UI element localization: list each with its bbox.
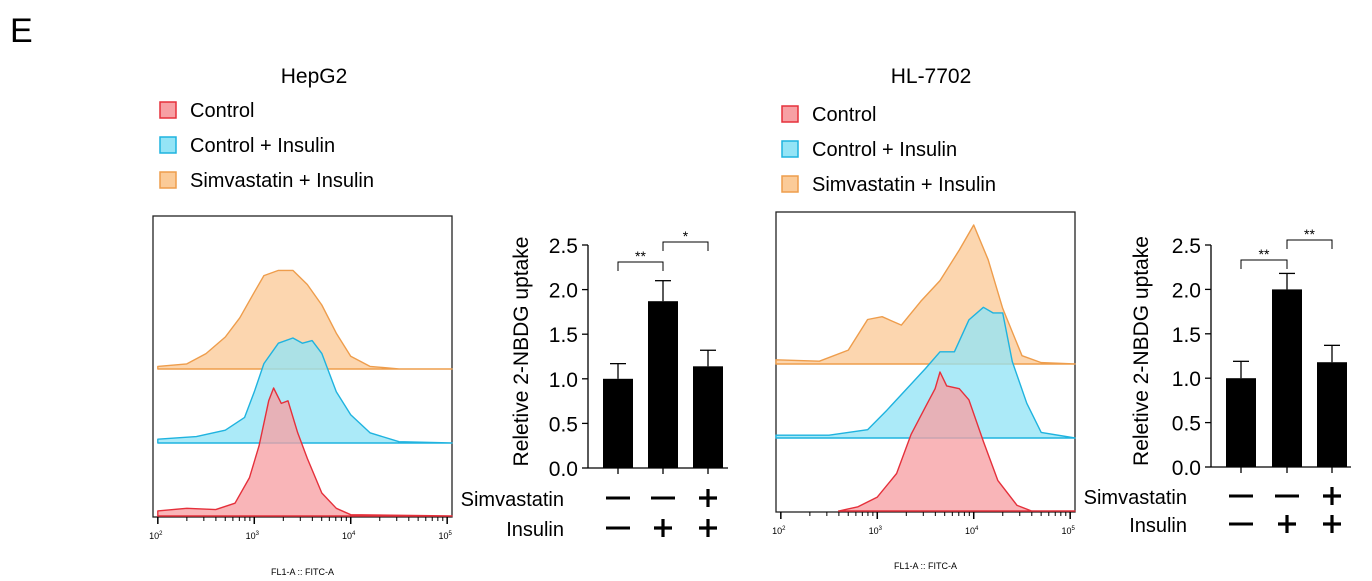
- hepg2-legend-label: Control + Insulin: [190, 135, 335, 157]
- hepg2-xtick-label: 102: [149, 531, 163, 541]
- hepg2-ytick-label: 1.0: [549, 369, 578, 392]
- hl7702-xtick-label: 102: [772, 526, 786, 536]
- hl7702-plus-sign: [1278, 515, 1296, 533]
- hepg2-xtick-label: 103: [246, 531, 260, 541]
- hl7702-xtick-label: 104: [965, 526, 979, 536]
- hepg2-legend-swatch: [159, 136, 177, 154]
- hepg2-significance-bracket: [617, 261, 664, 271]
- hepg2-plus-sign: [699, 489, 717, 507]
- hepg2-condition-label: Insulin: [506, 519, 564, 541]
- hl7702-significance-bracket: [1240, 259, 1288, 269]
- hl7702-bar: [1272, 289, 1302, 467]
- hl7702-bar: [1317, 362, 1347, 467]
- hepg2-condition-label: Simvastatin: [461, 489, 564, 511]
- hl7702-ytick-label: 1.5: [1172, 324, 1201, 347]
- hl7702-plus-sign: [1323, 515, 1341, 533]
- hepg2-series-control: [157, 387, 453, 517]
- hl7702-bar-chart: 0.0 0.5 1.0 1.5 2.0 2.5 Reletive 2-NBDG uptake…: [1084, 226, 1351, 537]
- hepg2-significance-label: **: [635, 248, 646, 264]
- hepg2-title: HepG2: [281, 65, 348, 88]
- hl7702-legend-label: Simvastatin + Insulin: [812, 174, 996, 196]
- hepg2-bar: [693, 366, 723, 468]
- hepg2-legend-swatch: [159, 171, 177, 189]
- hl7702-xtick-label: 103: [869, 526, 883, 536]
- hepg2-bar: [648, 301, 678, 468]
- hepg2-bar: [603, 378, 633, 468]
- hl7702-condition-label: Insulin: [1129, 515, 1187, 537]
- hl7702-legend-swatch: [781, 140, 799, 158]
- hl7702-plus-sign: [1323, 487, 1341, 505]
- hl7702-significance-label: **: [1304, 226, 1315, 242]
- hl7702-xtick-label: 105: [1061, 526, 1075, 536]
- hl7702-significance-label: **: [1259, 246, 1270, 262]
- hl7702-series-control: [837, 371, 1076, 512]
- hl7702-legend-label: Control: [812, 104, 876, 126]
- hl7702-ylabel: Reletive 2-NBDG uptake: [1130, 236, 1153, 466]
- hepg2-plot-frame: [152, 215, 453, 518]
- hepg2-ytick-label: 2.5: [549, 235, 578, 258]
- hepg2-histogram: Control Control + Insulin Simvastatin + In…: [149, 100, 453, 577]
- hepg2-ytick-label: 0.0: [549, 458, 578, 481]
- hl7702-ytick-label: 0.5: [1172, 413, 1201, 436]
- hepg2-significance-bracket: [662, 241, 709, 251]
- hl7702-series-simvastatin-insulin: [775, 224, 1076, 365]
- hl7702-ytick-label: 0.0: [1172, 457, 1201, 480]
- hl7702-xlabel: FL1-A :: FITC-A: [894, 561, 957, 571]
- hl7702-ytick-label: 1.0: [1172, 368, 1201, 391]
- hl7702-ytick-label: 2.0: [1172, 279, 1201, 302]
- hepg2-legend-swatch: [159, 101, 177, 119]
- hl7702-bar: [1226, 378, 1256, 467]
- hepg2-legend-label: Control: [190, 100, 254, 122]
- hepg2-significance-label: *: [683, 228, 689, 244]
- hepg2-xtick-label: 105: [438, 531, 452, 541]
- hepg2-ylabel: Reletive 2-NBDG uptake: [510, 237, 533, 467]
- hepg2-xtick-label: 104: [342, 531, 356, 541]
- hepg2-ytick-label: 1.5: [549, 324, 578, 347]
- hl7702-significance-bracket: [1286, 239, 1333, 249]
- hepg2-plus-sign: [654, 519, 672, 537]
- hepg2-plus-sign: [699, 519, 717, 537]
- hl7702-series-control-insulin: [775, 306, 1076, 439]
- hepg2-bar-chart: 0.0 0.5 1.0 1.5 2.0 2.5 Reletive 2-NBDG uptake…: [461, 228, 728, 541]
- hepg2-xlabel: FL1-A :: FITC-A: [271, 567, 334, 577]
- hl7702-title: HL-7702: [891, 65, 972, 88]
- hl7702-legend-swatch: [781, 175, 799, 193]
- hl7702-legend-label: Control + Insulin: [812, 139, 957, 161]
- hepg2-series-simvastatin-insulin: [157, 269, 453, 370]
- hepg2-legend-label: Simvastatin + Insulin: [190, 170, 374, 192]
- hl7702-legend-swatch: [781, 105, 799, 123]
- hl7702-condition-label: Simvastatin: [1084, 487, 1187, 509]
- hepg2-ytick-label: 0.5: [549, 413, 578, 436]
- panel-label: E: [10, 12, 33, 50]
- hl7702-ytick-label: 2.5: [1172, 235, 1201, 258]
- hepg2-ytick-label: 2.0: [549, 280, 578, 303]
- hl7702-histogram: Control Control + Insulin Simvastatin + In…: [772, 104, 1076, 571]
- hepg2-series-control-insulin: [157, 337, 453, 444]
